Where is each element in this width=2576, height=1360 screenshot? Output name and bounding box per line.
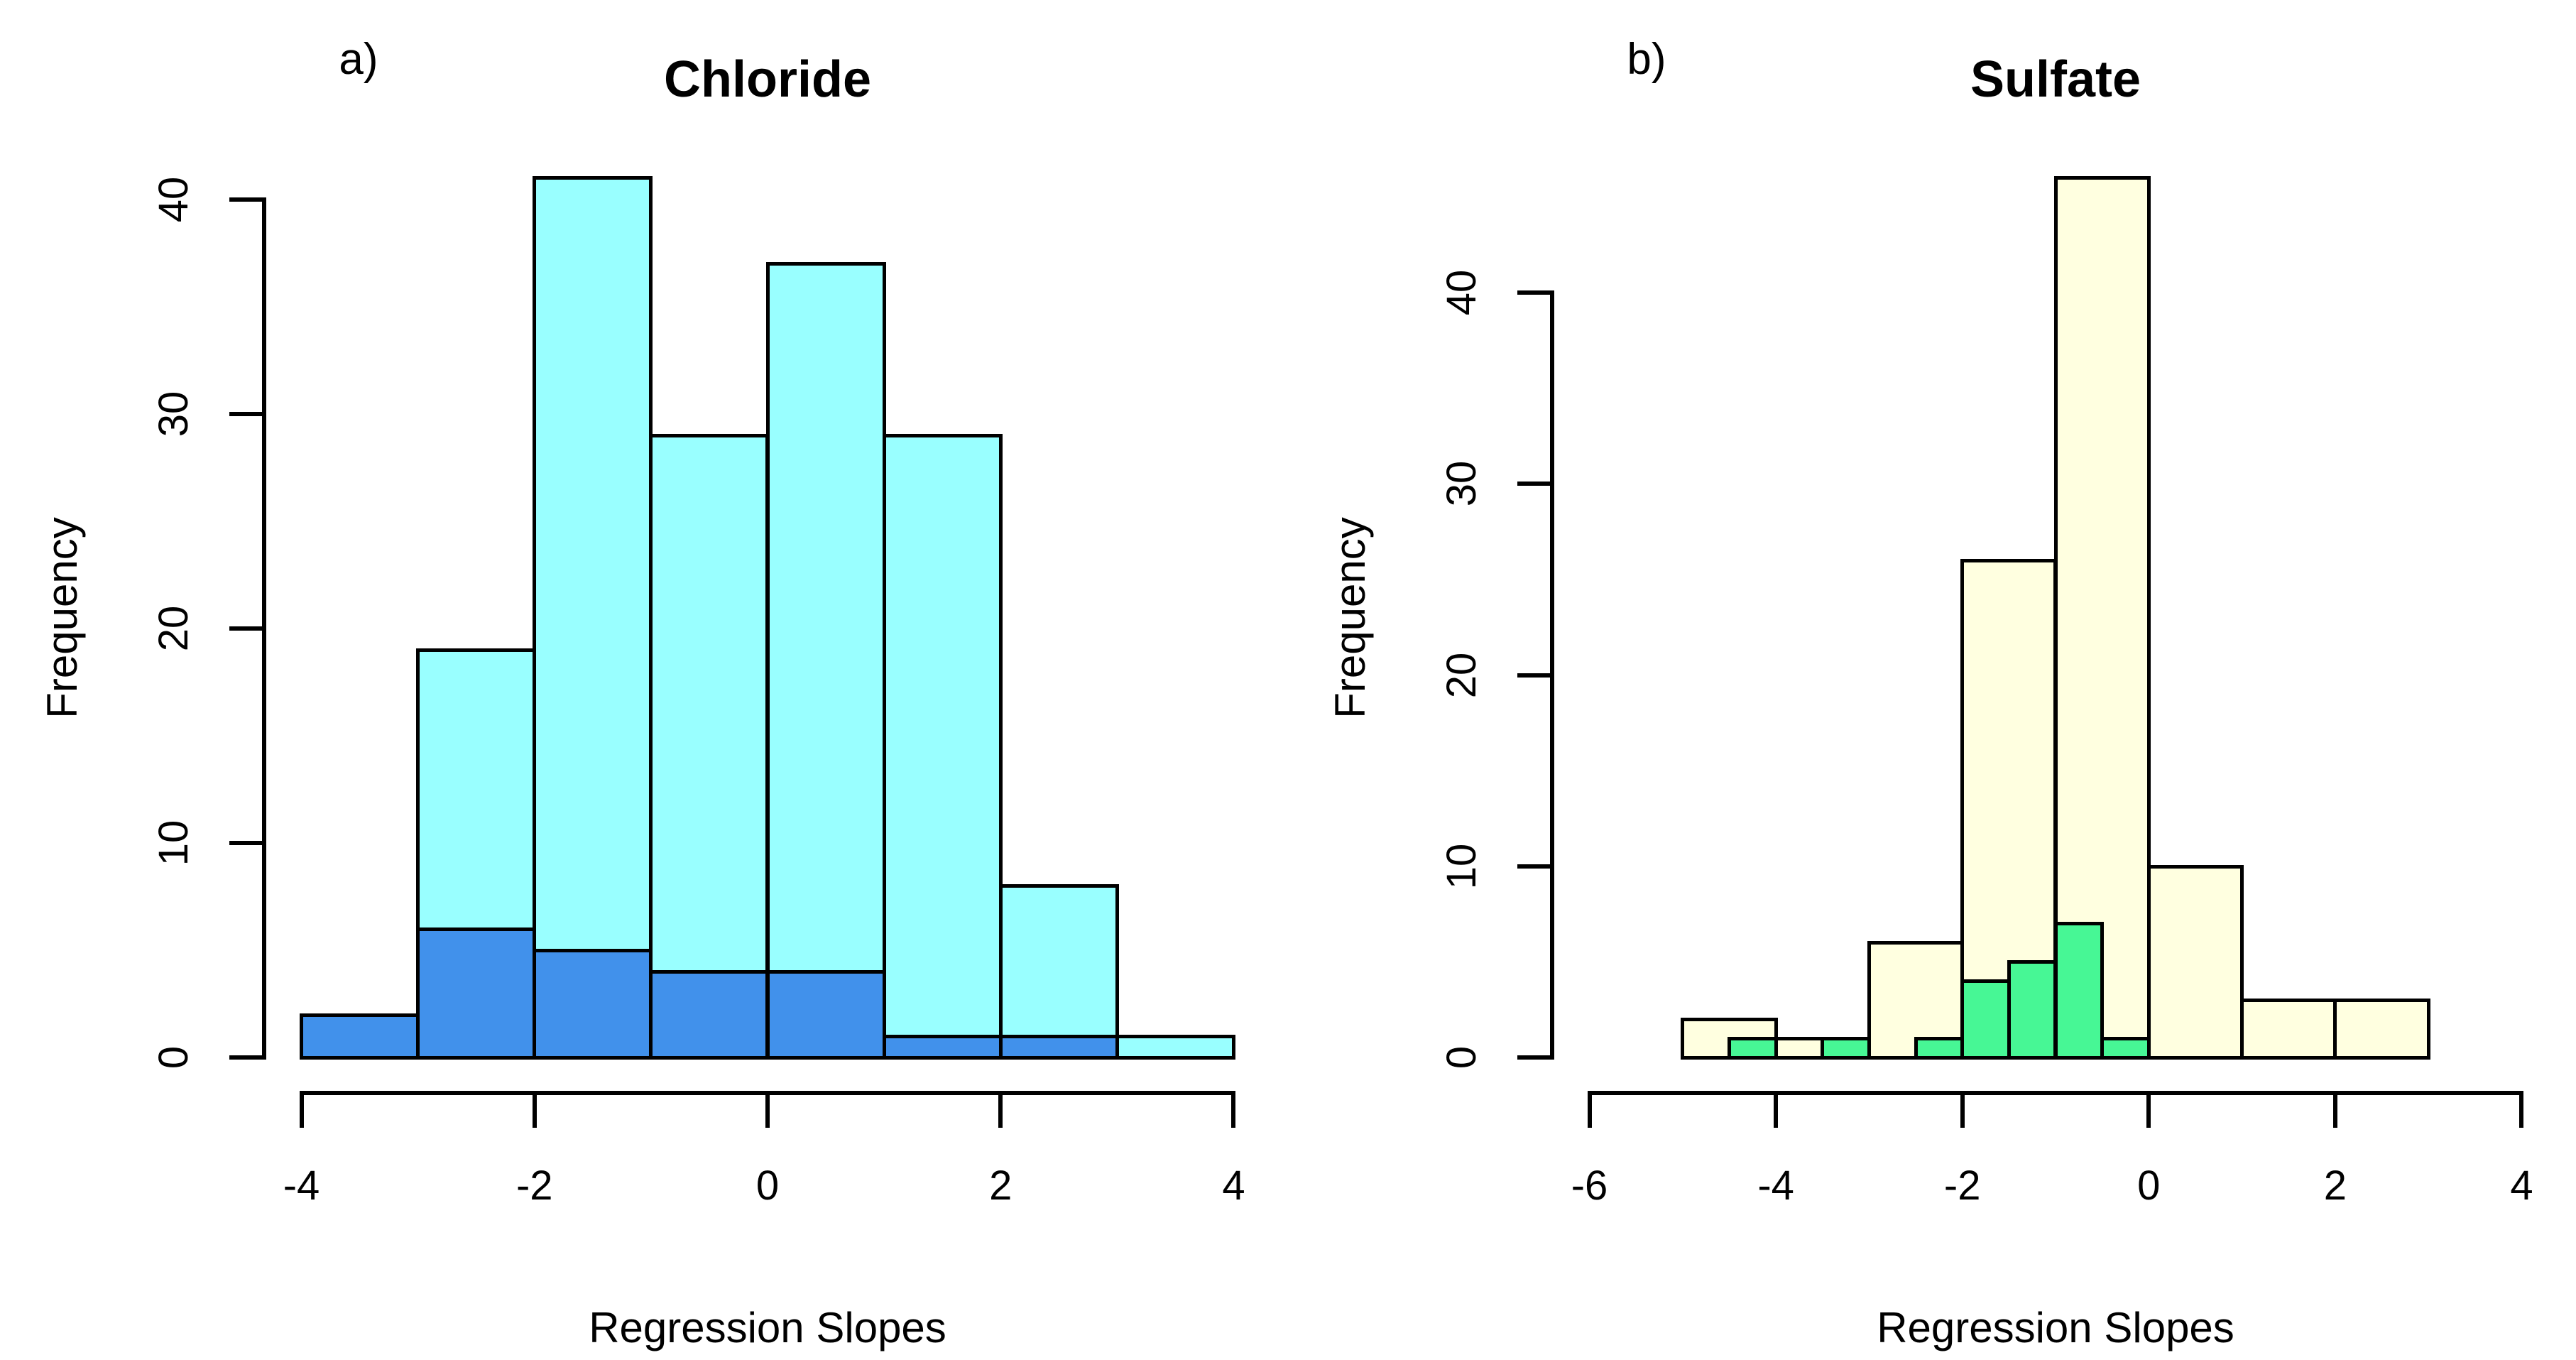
x-axis-title: Regression Slopes [589,1304,946,1351]
x-tick [2146,1095,2151,1128]
y-axis-title: Frequency [1326,517,1374,719]
x-tick [2519,1095,2524,1128]
x-axis-title: Regression Slopes [1877,1304,2234,1351]
x-tick [299,1095,304,1128]
y-tick [229,841,262,846]
panel-sulfate: b) Sulfate Frequency Regression Slopes 0… [1288,0,2576,1360]
y-tick [229,197,262,202]
histogram-bar-sulfate-highlight [1914,1037,1965,1060]
y-tick-label: 20 [151,605,197,652]
histogram-bar-chloride-highlight [882,1034,1003,1060]
x-tick [1774,1095,1779,1128]
histogram-bar-sulfate-all-sites [2240,999,2337,1060]
histogram-bar-chloride-highlight [998,1034,1119,1060]
x-tick-label: 2 [2323,1163,2347,1209]
y-tick-label: 10 [151,820,197,866]
x-tick-label: -6 [1571,1163,1608,1209]
histogram-bar-sulfate-all-sites [2333,999,2430,1060]
chart-title-chloride: Chloride [663,51,872,108]
x-tick [765,1095,770,1128]
y-tick-label: 10 [1439,843,1485,890]
y-tick-label: 0 [1439,1046,1485,1070]
y-axis-line [262,197,266,1060]
histogram-bar-chloride-all-sites [998,884,1119,1060]
y-tick [229,1055,262,1060]
y-tick [229,411,262,416]
histogram-bar-sulfate-highlight [1960,979,2011,1060]
x-tick-label: 0 [755,1163,780,1209]
panel-chloride: a) Chloride Frequency Regression Slopes … [38,35,1245,1351]
histogram-bar-chloride-highlight [533,948,653,1060]
histogram-bar-chloride-highlight [649,970,770,1060]
x-tick [532,1095,537,1128]
panel-letter-b: b) [1627,35,1666,84]
histogram-bar-sulfate-highlight [1727,1037,1778,1060]
y-tick-label: 40 [1439,269,1485,316]
y-tick [1517,673,1550,678]
y-tick [1517,1055,1550,1060]
x-axis-line [1587,1091,2524,1095]
x-tick-label: 2 [989,1163,1013,1209]
x-tick [1231,1095,1236,1128]
histogram-bar-sulfate-highlight [2053,922,2105,1060]
histogram-bar-chloride-highlight [416,927,537,1060]
histogram-bar-chloride-all-sites [649,433,770,1060]
y-tick-label: 40 [151,176,197,223]
y-tick [229,626,262,631]
histogram-bar-chloride-all-sites [765,261,886,1060]
x-tick-label: 4 [2510,1163,2533,1209]
y-axis-title: Frequency [38,517,86,719]
histogram-bar-sulfate-highlight [2100,1037,2151,1060]
histogram-bar-chloride-highlight [300,1013,420,1060]
x-axis-line [299,1091,1236,1095]
y-tick [1517,864,1550,869]
y-axis-line [1550,290,1554,1060]
panel-letter-a: a) [339,35,378,84]
y-tick-label: 30 [151,391,197,437]
histogram-bar-chloride-all-sites [1115,1034,1235,1060]
y-tick-label: 0 [151,1046,197,1070]
x-tick [1960,1095,1965,1128]
x-tick-label: 4 [1222,1163,1245,1209]
histogram-bar-sulfate-all-sites [2146,864,2244,1060]
y-tick [1517,290,1550,295]
x-tick-label: -2 [1943,1163,1981,1209]
histogram-bar-sulfate-highlight [1821,1037,1871,1060]
histogram-bar-chloride-highlight [765,970,886,1060]
x-tick-label: 0 [2137,1163,2161,1209]
y-tick-label: 30 [1439,461,1485,507]
x-tick [998,1095,1003,1128]
x-tick-label: -4 [283,1163,320,1209]
x-tick-label: -2 [515,1163,553,1209]
y-tick [1517,482,1550,486]
y-tick-label: 20 [1439,652,1485,699]
x-tick [1587,1095,1592,1128]
histogram-bar-chloride-all-sites [882,433,1003,1060]
x-tick-label: -4 [1757,1163,1794,1209]
histogram-bar-sulfate-highlight [2007,960,2058,1060]
histogram-bar-chloride-all-sites [533,176,653,1060]
x-tick [2332,1095,2337,1128]
chart-title-sulfate: Sulfate [1970,51,2141,108]
histogram-bar-sulfate-all-sites [2053,176,2151,1060]
